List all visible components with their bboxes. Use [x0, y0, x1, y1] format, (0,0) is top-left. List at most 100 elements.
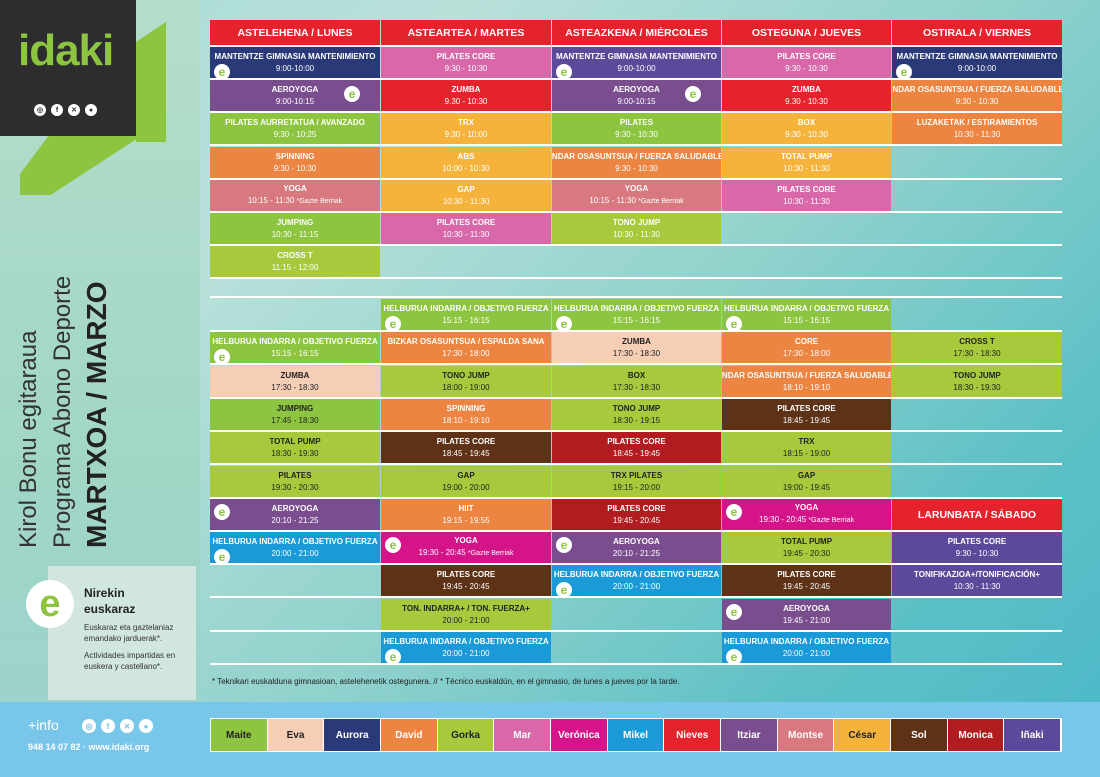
class-time: 10:30 - 11:30	[953, 581, 1001, 591]
class-time: 15:15 - 16:15	[442, 315, 490, 325]
morning-class-3-1: ABS 10:00 - 10:30	[381, 147, 551, 178]
class-name: CROSS T	[959, 336, 995, 346]
afternoon-class-2-4: TONO JUMP 18:30 - 19:30	[892, 366, 1062, 397]
class-time: 18:30 - 19:30	[953, 382, 1001, 392]
euskara-e-icon: e	[214, 549, 230, 563]
afternoon-class-7-2: AEROYOGA 20:10 - 21:25 e	[552, 532, 721, 563]
class-name: BIZKAR OSASUNTSUA / ESPALDA SANA	[387, 336, 545, 346]
afternoon-class-5-2: TRX PILATES 19:15 - 20:00	[552, 466, 721, 497]
class-name: TRX PILATES	[610, 470, 663, 480]
row-line	[210, 563, 1062, 565]
x-icon[interactable]: ✕	[120, 719, 134, 733]
euskara-e-icon: e	[726, 504, 742, 520]
day-header-3: OSTEGUNA / JUEVES	[722, 20, 891, 46]
instructor-5: Mar	[494, 719, 552, 751]
class-time: 18:45 - 19:45	[442, 448, 490, 458]
afternoon-class-1-1: BIZKAR OSASUNTSUA / ESPALDA SANA 17:30 - …	[381, 332, 551, 363]
program-title-eu: Kirol Bonu egitaraua	[15, 330, 42, 548]
class-time: 10:30 - 11:30	[613, 229, 660, 239]
class-time: 10:00 - 10:30	[442, 163, 490, 173]
class-name: INDAR OSASUNTSUA / FUERZA SALUDABLE	[892, 84, 1062, 94]
class-time: 9:00-10:00	[275, 63, 315, 73]
morning-class-1-4: INDAR OSASUNTSUA / FUERZA SALUDABLE 9:30 …	[892, 80, 1062, 111]
tripadvisor-icon[interactable]: ●	[85, 104, 97, 116]
euskara-e-icon: e	[726, 649, 742, 663]
class-time: 19:45 - 20:45	[442, 581, 490, 591]
euskara-e-icon: e	[385, 649, 401, 663]
row-line	[210, 497, 1062, 499]
instructor-8: Nieves	[664, 719, 722, 751]
afternoon-class-4-3: TRX 18:15 - 19:00	[722, 432, 891, 463]
morning-class-4-1: GAP 10:30 - 11:30	[381, 180, 551, 211]
morning-class-5-1: PILATES CORE 10:30 - 11:30	[381, 213, 551, 244]
euskara-e-icon: e	[685, 86, 701, 102]
class-time: 9:30 - 10:30	[615, 129, 658, 139]
class-time: 20:10 - 21:25	[612, 548, 661, 558]
class-name: AEROYOGA	[613, 536, 660, 546]
class-name: JUMPING	[276, 403, 314, 413]
social-icons: ◎ f ✕ ●	[34, 104, 97, 116]
class-time: 15:15 - 16:15	[271, 348, 319, 358]
class-name: GAP	[457, 184, 475, 194]
class-time: 9:30 - 10:30	[273, 163, 317, 173]
class-time: 9:30 - 10:30	[955, 96, 999, 106]
class-name: HELBURUA INDARRA / OBJETIVO FUERZA	[212, 536, 378, 546]
class-name: AEROYOGA	[783, 603, 830, 613]
saturday-header: LARUNBATA / SÁBADO	[892, 499, 1062, 530]
class-name: PILATES CORE	[777, 403, 836, 413]
afternoon-class-3-1: SPINNING 18:10 - 19:10	[381, 399, 551, 430]
class-name: TON. INDARRA+ / TON. FUERZA+	[402, 603, 530, 613]
afternoon-class-2-1: TONO JUMP 18:00 - 19:00	[381, 366, 551, 397]
legend-desc-eu: Euskaraz eta gaztelaniaz emandako jardue…	[84, 623, 174, 643]
instagram-icon[interactable]: ◎	[34, 104, 46, 116]
class-name: PILATES AURRETATUA / AVANZADO	[225, 117, 365, 127]
class-name: TONIFIKAZIOA+/TONIFICACIÓN+	[914, 569, 1040, 579]
class-name: MANTENTZE GIMNASIA MANTENIMIENTO	[556, 51, 717, 61]
class-time: 17:30 - 18:30	[612, 348, 661, 358]
brand-wordmark: idaki	[18, 26, 114, 75]
class-name: HELBURUA INDARRA / OBJETIVO FUERZA	[383, 636, 549, 646]
row-line	[210, 111, 1062, 113]
class-time: 19:00 - 19:45	[782, 482, 831, 492]
class-name: INDAR OSASUNTSUA / FUERZA SALUDABLE	[552, 151, 721, 161]
facebook-icon[interactable]: f	[51, 104, 63, 116]
afternoon-class-1-4: CROSS T 17:30 - 18:30	[892, 332, 1062, 363]
class-name: CORE	[794, 336, 819, 346]
row-line	[210, 363, 1062, 365]
instructor-13: Monica	[947, 719, 1005, 751]
euskara-e-icon: e	[385, 316, 401, 330]
class-name: PILATES CORE	[607, 503, 666, 513]
instructor-4: Gorka	[437, 719, 495, 751]
x-icon[interactable]: ✕	[68, 104, 80, 116]
row-line	[210, 630, 1062, 632]
class-time: 20:00 - 21:00	[271, 548, 319, 558]
class-time: 20:00 - 21:00	[442, 648, 490, 658]
class-name: HIIT	[458, 503, 474, 513]
row-line	[210, 463, 1062, 465]
class-time: 18:15 - 19:00	[782, 448, 831, 458]
instructor-12: Sol	[891, 719, 948, 751]
facebook-icon[interactable]: f	[101, 719, 115, 733]
afternoon-class-6-2: PILATES CORE 19:45 - 20:45	[552, 499, 721, 530]
class-time: 19:00 - 20:00	[442, 482, 490, 492]
class-name: TONO JUMP	[442, 370, 490, 380]
morning-class-5-2: TONO JUMP 10:30 - 11:30	[552, 213, 721, 244]
class-time: 19:30 - 20:45 *Gazte Berriak	[418, 548, 514, 557]
instagram-icon[interactable]: ◎	[82, 719, 96, 733]
tripadvisor-icon[interactable]: ●	[139, 719, 153, 733]
class-name: PILATES	[619, 117, 654, 127]
afternoon-class-8-2: HELBURUA INDARRA / OBJETIVO FUERZA 20:00 …	[552, 565, 721, 596]
class-name: ZUMBA	[792, 84, 821, 94]
row-line	[210, 277, 1062, 279]
afternoon-class-3-2: TONO JUMP 18:30 - 19:15	[552, 399, 721, 430]
afternoon-class-8-1: PILATES CORE 19:45 - 20:45	[381, 565, 551, 596]
afternoon-class-4-1: PILATES CORE 18:45 - 19:45	[381, 432, 551, 463]
class-name: TOTAL PUMP	[269, 436, 321, 446]
class-name: BOX	[797, 117, 816, 127]
class-name: SPINNING	[275, 151, 315, 161]
class-extra: *Gazte Berriak	[296, 198, 343, 205]
morning-class-1-3: ZUMBA 9.30 - 10:30	[722, 80, 891, 111]
euskara-e-icon: e	[214, 504, 230, 520]
class-time: 10:30 - 11:30	[783, 196, 830, 206]
schedule-top-line	[210, 45, 1062, 47]
